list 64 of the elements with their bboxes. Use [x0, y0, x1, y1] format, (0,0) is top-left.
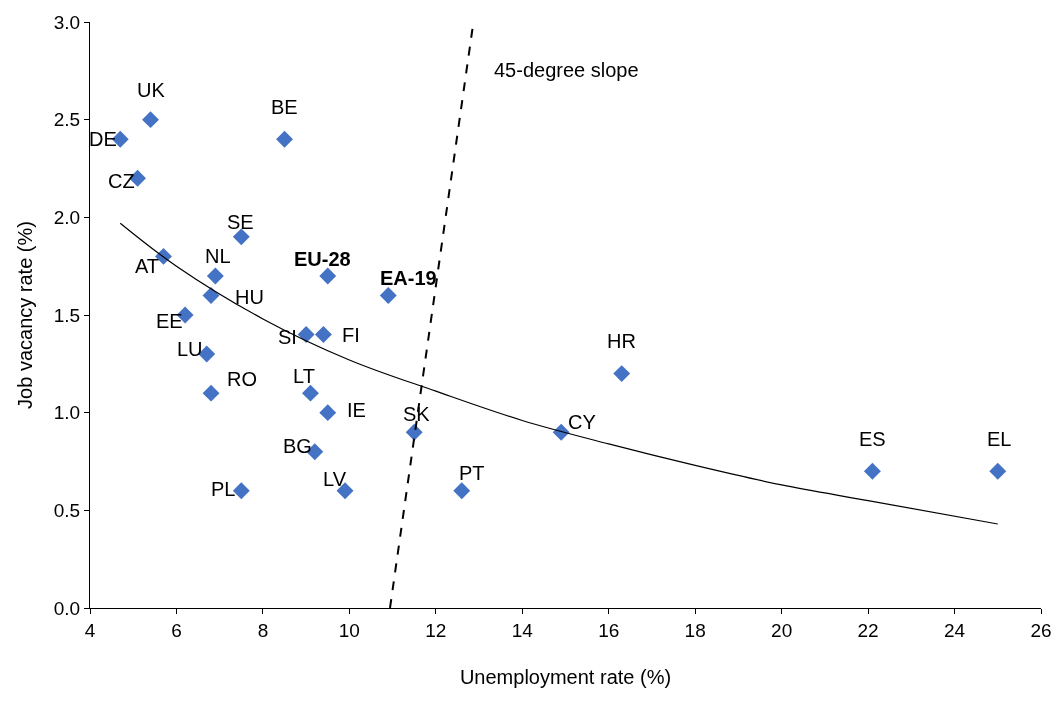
annotation: IE — [347, 399, 366, 421]
annotation: CY — [568, 411, 596, 433]
annotation: HU — [235, 286, 264, 308]
y-tick-label: 0.5 — [53, 499, 81, 521]
annotation: UK — [137, 79, 166, 101]
y-tick-label: 0.0 — [53, 597, 81, 619]
x-tick-label: 4 — [84, 619, 96, 641]
point — [863, 462, 881, 480]
point — [379, 287, 397, 304]
annotation: EE — [156, 310, 183, 332]
point — [276, 130, 293, 148]
annotation: SE — [227, 211, 254, 233]
point — [297, 326, 315, 343]
annotation: BG — [283, 435, 312, 457]
point — [206, 267, 224, 285]
annotation: 45-degree slope — [494, 59, 639, 81]
x-tick-label: 12 — [425, 619, 447, 641]
point — [989, 462, 1007, 480]
annotation: EU-28 — [294, 248, 351, 270]
x-tick-label: 6 — [171, 619, 182, 641]
annotation: SI — [278, 326, 297, 348]
y-tick-label: 1.5 — [53, 304, 81, 326]
y-tick-label: 3.0 — [53, 11, 81, 33]
annotation: EA-19 — [380, 267, 437, 289]
annotation: LT — [293, 365, 315, 387]
y-tick-label: 1.0 — [53, 402, 81, 424]
annotation: CZ — [108, 170, 135, 192]
annotation: PT — [459, 462, 485, 484]
annotation: ES — [859, 428, 886, 450]
annotation: FI — [342, 324, 360, 346]
y-tick-label: 2.0 — [53, 206, 81, 228]
annotation: BE — [271, 96, 298, 118]
point — [319, 404, 337, 422]
x-tick-label: 8 — [257, 619, 269, 641]
annotation: HR — [607, 330, 636, 352]
y-axis-title: Job vacancy rate (%) — [14, 221, 37, 409]
point — [453, 482, 471, 500]
annotation: PL — [211, 478, 236, 500]
annotation: NL — [205, 245, 231, 267]
point — [232, 228, 250, 246]
point — [202, 384, 220, 402]
point — [405, 423, 423, 441]
x-tick-label: 24 — [943, 619, 966, 641]
x-tick-label: 26 — [1030, 619, 1052, 641]
annotation: LU — [177, 338, 203, 360]
annotation: EL — [987, 428, 1012, 450]
annotation: LV — [323, 468, 347, 490]
point — [319, 267, 337, 285]
annotation: DE — [89, 128, 117, 150]
x-tick-label: 16 — [598, 619, 620, 641]
point — [314, 326, 332, 343]
annotation: SK — [403, 403, 431, 425]
x-tick-label: 18 — [684, 619, 706, 641]
x-tick-label: 14 — [511, 619, 534, 641]
x-axis-title: Unemployment rate (%) — [459, 666, 672, 689]
point — [613, 365, 631, 383]
x-tick-label: 22 — [857, 619, 879, 641]
point — [142, 111, 159, 129]
x-tick-label: 20 — [771, 619, 793, 641]
annotation: RO — [227, 368, 257, 390]
annotation: AT — [135, 255, 160, 277]
y-tick-label: 2.5 — [53, 109, 81, 131]
x-tick-label: 10 — [338, 619, 360, 641]
point — [302, 384, 319, 402]
